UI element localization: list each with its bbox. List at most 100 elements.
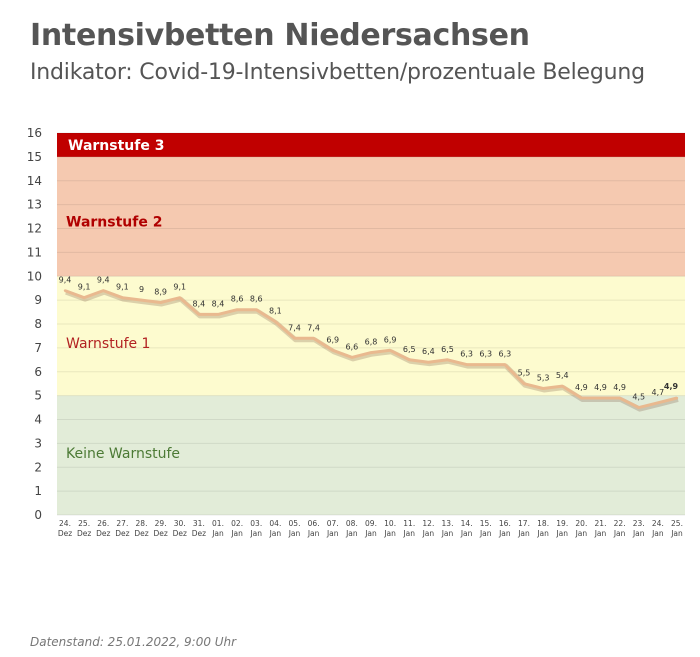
data-label: 6,9: [384, 335, 397, 344]
data-point: [331, 349, 334, 352]
y-tick-label: 16: [27, 126, 42, 140]
data-point: [274, 320, 277, 323]
x-tick-day: 27.: [116, 519, 128, 528]
zone-label-3: Warnstufe 3: [68, 138, 164, 154]
data-point: [102, 289, 105, 292]
data-point: [235, 308, 239, 311]
data-point: [293, 337, 296, 340]
x-tick-month: Jan: [517, 529, 530, 538]
data-label: 4,9: [664, 382, 679, 391]
y-tick-label: 14: [27, 174, 42, 188]
data-label: 9,4: [97, 276, 110, 285]
data-label: 8,6: [231, 295, 244, 304]
data-point: [656, 401, 660, 404]
x-tick-month: Jan: [613, 529, 626, 538]
x-tick-day: 24.: [59, 519, 71, 528]
x-tick-month: Jan: [364, 529, 377, 538]
x-tick-month: Jan: [307, 529, 320, 538]
data-label: 6,5: [403, 345, 416, 354]
data-label: 5,3: [537, 373, 550, 382]
data-label: 6,8: [365, 338, 378, 347]
data-label: 6,3: [460, 350, 473, 359]
data-label: 9: [139, 285, 144, 294]
data-point: [159, 301, 162, 304]
x-tick-day: 09.: [365, 519, 377, 528]
x-tick-day: 12.: [422, 519, 434, 528]
y-tick-label: 6: [34, 365, 42, 379]
zone-band-1: [57, 276, 685, 396]
x-tick-month: Jan: [269, 529, 282, 538]
data-point: [599, 396, 602, 400]
data-label: 6,3: [499, 350, 512, 359]
x-tick-day: 18.: [537, 519, 549, 528]
y-tick-label: 0: [34, 508, 42, 522]
data-point: [82, 296, 86, 299]
data-point: [408, 358, 411, 362]
x-tick-day: 17.: [518, 519, 530, 528]
x-tick-day: 10.: [384, 519, 396, 528]
data-point: [484, 363, 487, 366]
data-point: [197, 313, 201, 316]
x-tick-month: Jan: [249, 529, 262, 538]
x-tick-day: 02.: [231, 519, 243, 528]
x-tick-day: 14.: [461, 519, 473, 528]
data-label: 9,1: [173, 283, 186, 292]
data-point: [446, 358, 449, 362]
data-label: 5,4: [556, 371, 569, 380]
data-label: 8,4: [193, 299, 206, 308]
data-label: 4,7: [652, 388, 665, 397]
data-label: 8,6: [250, 295, 263, 304]
x-tick-day: 11.: [403, 519, 415, 528]
data-label: 5,5: [518, 369, 531, 378]
x-tick-month: Jan: [555, 529, 568, 538]
x-tick-day: 29.: [155, 519, 167, 528]
y-tick-label: 3: [34, 436, 42, 450]
data-label: 9,4: [59, 276, 72, 285]
x-tick-month: Dez: [96, 529, 110, 538]
zone-label-0: Keine Warnstufe: [66, 446, 180, 462]
y-tick-label: 9: [34, 293, 42, 307]
x-tick-day: 26.: [97, 519, 109, 528]
warning-zones: [57, 133, 685, 515]
series-line-group: [63, 289, 679, 412]
data-point: [522, 382, 526, 385]
x-tick-month: Jan: [536, 529, 549, 538]
chart-gridlines: [57, 132, 685, 516]
x-tick-month: Jan: [441, 529, 454, 538]
data-label: 6,3: [479, 350, 492, 359]
x-tick-day: 30.: [174, 519, 186, 528]
data-label: 6,9: [326, 335, 339, 344]
data-point: [178, 296, 181, 299]
y-tick-label: 12: [27, 222, 42, 236]
data-label: 8,9: [154, 288, 167, 297]
data-point: [312, 337, 315, 340]
data-label: 4,9: [613, 383, 626, 392]
data-point: [637, 406, 640, 409]
y-tick-label: 7: [34, 341, 42, 355]
x-tick-month: Jan: [632, 529, 645, 538]
x-tick-day: 06.: [308, 519, 320, 528]
data-point: [140, 298, 143, 302]
data-point: [580, 396, 583, 400]
y-tick-label: 13: [27, 198, 42, 212]
data-status-note: Datenstand: 25.01.2022, 9:00 Uhr: [30, 635, 237, 649]
x-tick-month: Jan: [288, 529, 301, 538]
y-tick-label: 1: [34, 484, 42, 498]
zone-label-2: Warnstufe 2: [66, 214, 162, 230]
data-label: 6,5: [441, 345, 454, 354]
data-point: [465, 363, 468, 366]
data-point: [350, 356, 354, 359]
data-point: [255, 308, 258, 311]
x-tick-month: Jan: [383, 529, 396, 538]
x-tick-month: Jan: [460, 529, 473, 538]
x-tick-day: 08.: [346, 519, 358, 528]
data-label: 4,9: [575, 383, 588, 392]
x-tick-day: 25.: [78, 519, 90, 528]
x-tick-month: Jan: [422, 529, 435, 538]
data-point: [561, 384, 564, 388]
x-tick-day: 22.: [614, 519, 626, 528]
zone-band-3: [57, 133, 685, 157]
x-tick-month: Jan: [498, 529, 511, 538]
x-tick-day: 19.: [556, 519, 568, 528]
